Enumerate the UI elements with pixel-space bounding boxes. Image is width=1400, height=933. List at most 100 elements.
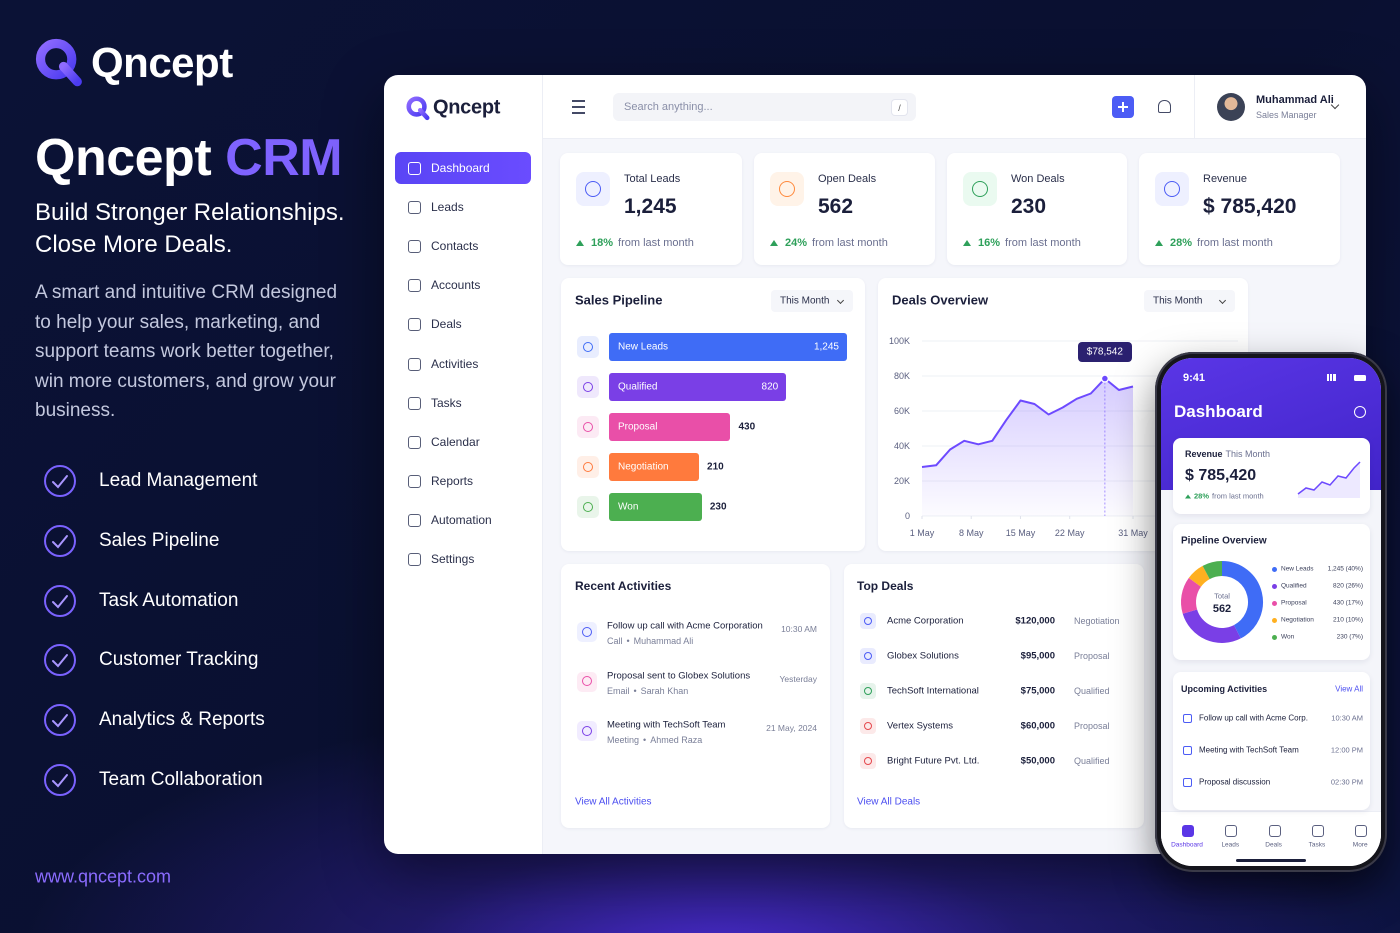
view-all-link[interactable]: View All: [1335, 684, 1363, 694]
tab-label[interactable]: Dashboard: [1171, 841, 1203, 849]
change-value: 28%: [1194, 491, 1210, 501]
feature-icon-glyph: [52, 774, 68, 788]
revenue-label: Revenue: [1185, 449, 1223, 459]
feature-label: Lead Management: [99, 470, 258, 491]
avatar[interactable]: [1217, 93, 1245, 121]
icon-glyph: [582, 341, 593, 352]
x-tick-label: 22 May: [1054, 528, 1085, 538]
plus-v: [1122, 102, 1124, 112]
legend-label: Qualified: [1281, 582, 1307, 590]
feature-icon: [44, 524, 76, 557]
activity-title: Meeting with TechSoft Team: [607, 719, 726, 731]
bar-category: Proposal: [618, 421, 658, 433]
icon: [577, 671, 597, 692]
logo-mark: [406, 96, 430, 121]
feature-label: Customer Tracking: [99, 649, 259, 671]
search-shortcut: /: [898, 102, 901, 113]
revenue-period: This Month: [1225, 449, 1271, 459]
feature-icon-glyph: [52, 714, 68, 728]
x-tick-label: 15 May: [1005, 528, 1036, 538]
logo-mark: [35, 38, 82, 87]
filter-dropdown[interactable]: [771, 290, 853, 312]
icon: [770, 172, 804, 206]
view-all-link[interactable]: View All Activities: [575, 796, 652, 808]
upcoming-title: Meeting with TechSoft Team: [1199, 745, 1299, 755]
highlight-point: [1100, 374, 1110, 383]
filter-dropdown[interactable]: [1144, 290, 1235, 312]
change-note: from last month: [812, 237, 888, 249]
stat-change: 18% from last month: [576, 237, 694, 249]
hero-title: Qncept CRM: [35, 128, 343, 188]
tab-label[interactable]: More: [1352, 841, 1368, 849]
bell-icon[interactable]: [1158, 100, 1171, 113]
nav-icon: [408, 396, 421, 410]
feature-icon-ring: [44, 644, 76, 677]
nav-item[interactable]: Activities: [431, 356, 479, 371]
nav-item[interactable]: Deals: [431, 317, 462, 332]
activity-title: Follow up call with Acme Corporation: [607, 620, 763, 632]
nav-item[interactable]: Dashboard: [431, 161, 490, 175]
nav-item[interactable]: Contacts: [431, 239, 479, 254]
nav-item[interactable]: Calendar: [431, 434, 480, 449]
search-box[interactable]: [613, 93, 916, 121]
icon: [577, 496, 599, 518]
feature-label: Analytics & Reports: [99, 709, 265, 731]
tab-label[interactable]: Leads: [1221, 841, 1240, 849]
icon: [577, 376, 599, 398]
icon-glyph: [863, 616, 872, 625]
sidebar-border: [542, 75, 543, 854]
nav-active: [395, 152, 531, 184]
phone-search[interactable]: [1354, 406, 1366, 418]
activity-meta: Call • Muhammad Ali: [607, 636, 693, 646]
change-note: from last month: [1212, 491, 1264, 501]
deal-amount: $95,000: [1020, 650, 1055, 662]
upcoming-time: 02:30 PM: [1330, 777, 1363, 787]
nav-item[interactable]: Tasks: [431, 395, 462, 410]
add-button[interactable]: [1112, 96, 1134, 118]
meta-separator: •: [643, 735, 647, 745]
donut-segment: [1202, 561, 1223, 580]
stat-value: 1,245: [624, 195, 677, 218]
y-tick-label: 40K: [893, 441, 910, 451]
sidebar-logo: Qncept: [433, 96, 501, 119]
upcoming-title: Follow up call with Acme Corp.: [1199, 713, 1308, 723]
bar-value: 820: [761, 381, 779, 393]
icon-glyph: [863, 686, 872, 695]
nav-item[interactable]: Settings: [431, 552, 475, 566]
hero-description: A smart and intuitive CRM designed to he…: [35, 282, 338, 422]
bar-value: 230: [709, 501, 727, 513]
activity-meta: Meeting • Ahmed Raza: [607, 735, 702, 745]
stat-card: [1139, 153, 1340, 265]
stat-value: 562: [818, 195, 854, 218]
bar-value: 1,245: [813, 341, 839, 353]
website-url[interactable]: www.qncept.com: [35, 866, 172, 887]
icon-glyph: [582, 501, 593, 512]
activity-time: 21 May, 2024: [766, 723, 817, 733]
nav-item[interactable]: Automation: [431, 512, 492, 527]
view-all-link[interactable]: View All Deals: [857, 796, 921, 808]
stat-change: 24% from last month: [770, 237, 888, 249]
feature-icon: [44, 764, 76, 796]
legend-dot: [1272, 600, 1277, 606]
x-tick-label: 31 May: [1118, 528, 1148, 538]
status-battery: [1354, 375, 1366, 381]
y-tick-label: 100K: [888, 336, 910, 346]
home-indicator: [1236, 859, 1306, 862]
upcoming-icon: [1183, 714, 1192, 723]
revenue-heading: Revenue This Month: [1185, 449, 1270, 459]
nav-item[interactable]: Reports: [431, 473, 474, 488]
card: [561, 564, 830, 828]
stat-card: [947, 153, 1127, 265]
icon: [860, 718, 876, 734]
meta-type: Email: [607, 685, 630, 696]
tab-label[interactable]: Deals: [1265, 841, 1282, 849]
meta-person: Sarah Khan: [640, 685, 689, 696]
nav-item[interactable]: Accounts: [431, 278, 481, 293]
feature-icon: [44, 465, 76, 497]
change-value: 16%: [978, 237, 1001, 249]
tab-label[interactable]: Tasks: [1308, 841, 1326, 849]
nav-item[interactable]: Leads: [431, 200, 464, 215]
icon-glyph: [778, 180, 795, 197]
x-tick-label: 1 May: [909, 528, 935, 538]
user-name: Muhammad Ali: [1256, 94, 1334, 106]
